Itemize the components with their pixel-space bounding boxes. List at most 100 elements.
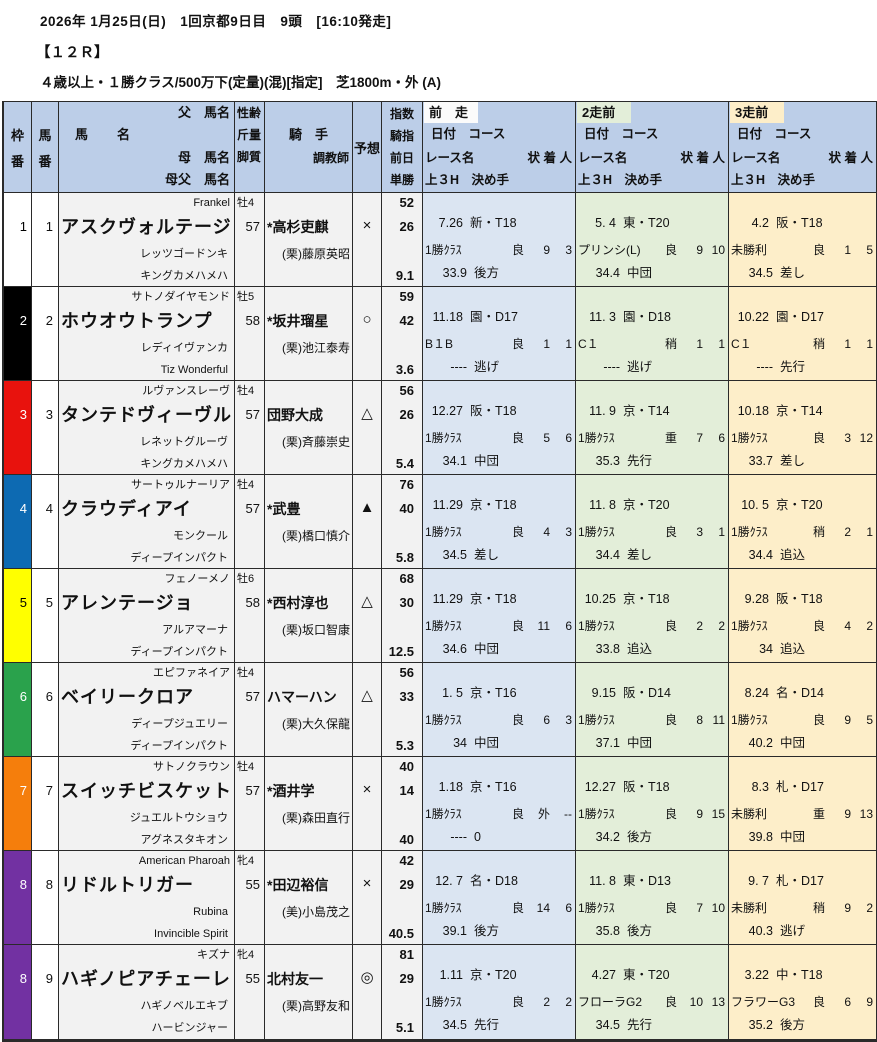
last-3f-time: 40.3 xyxy=(748,924,773,938)
race-date: 8.3 xyxy=(751,780,769,794)
race-card-table: 枠番 馬番 父 馬名 馬 名 母 馬名 母父 馬名 性齢 斤量 脚質 騎 手 調… xyxy=(2,101,877,1042)
track-condition: 良 xyxy=(511,901,524,915)
race-date: 7.26 xyxy=(438,216,463,230)
jockey-trainer-cell: ハマーハン (栗)大久保龍 xyxy=(265,663,353,756)
popularity: 3 xyxy=(565,243,572,257)
horse-number-cell: 1 xyxy=(32,193,59,286)
jockey-name: *高杉吏麒 xyxy=(267,219,329,235)
last-3f-time: 34.2 xyxy=(595,830,620,844)
dam-name: Rubina xyxy=(193,906,228,918)
prev-race-cell: 12.27 阪・T18 1勝ｸﾗｽ 良 5 6 34.1 中団 xyxy=(423,381,576,474)
horse-name: ホウオウトランプ xyxy=(61,311,213,331)
table-row: 3 3 ルヴァンスレーヴ タンテドヴィーヴル レネットグルーヴ キングカメハメハ… xyxy=(4,381,876,475)
frame-number-cell: 4 xyxy=(4,475,32,568)
table-row: 5 5 フェノーメノ アレンテージョ アルアマーナ ディープインパクト 牡6 5… xyxy=(4,569,876,663)
track-condition: 良 xyxy=(664,619,677,633)
race-meta: 2026年 1月25日(日) 1回京都9日目 9頭 [16:10発走] 【１２Ｒ… xyxy=(0,0,877,91)
win-odds: 5.8 xyxy=(395,550,414,565)
two-back-label: 2走前 xyxy=(577,102,631,123)
last-3f-time: 40.2 xyxy=(748,736,773,750)
running-style: 後方 xyxy=(474,266,500,280)
popularity: 2 xyxy=(565,995,572,1009)
damsire-name: ディープインパクト xyxy=(130,740,228,752)
prediction-mark: × xyxy=(362,781,372,798)
race-course: 名・D14 xyxy=(776,686,824,700)
finish-position: 6 xyxy=(543,713,550,727)
sire-name: サトノダイヤモンド xyxy=(131,291,230,303)
popularity: 1 xyxy=(565,337,572,351)
two-back-race-cell: 10.25 京・T18 1勝ｸﾗｽ 良 2 2 33.8 追込 xyxy=(576,569,729,662)
prediction-mark-cell: × xyxy=(353,757,382,850)
race-course: 京・T16 xyxy=(470,686,517,700)
damsire-name: Invincible Spirit xyxy=(154,928,228,940)
win-odds: 40.5 xyxy=(388,926,414,941)
track-condition: 良 xyxy=(812,243,825,257)
race-course: 京・T18 xyxy=(623,592,670,606)
trainer-name: (栗)斉藤崇史 xyxy=(282,435,350,449)
index-cell: 40 14 40 xyxy=(382,757,423,850)
finish-position: 5 xyxy=(543,431,550,445)
sexage-weight-cell: 牡4 57 xyxy=(235,663,265,756)
track-condition: 稍 xyxy=(812,337,825,351)
race-course: 新・T18 xyxy=(470,216,517,230)
running-style: 追込 xyxy=(780,642,806,656)
prediction-mark-cell: × xyxy=(353,851,382,944)
popularity: 2 xyxy=(866,619,873,633)
three-back-col-header: 3走前 日付 コース レース名状 着 人 上３H 決め手 xyxy=(729,102,876,192)
finish-position: 2 xyxy=(844,525,851,539)
dam-name: レディイヴァンカ xyxy=(140,342,228,354)
popularity: 3 xyxy=(565,713,572,727)
track-condition: 良 xyxy=(511,713,524,727)
race-name: フローラG2 xyxy=(578,995,643,1009)
running-style: 後方 xyxy=(627,924,653,938)
popularity: 13 xyxy=(711,995,725,1009)
finish-position: 9 xyxy=(844,807,851,821)
race-name: 1勝ｸﾗｽ xyxy=(578,807,615,821)
last-3f-time: 39.1 xyxy=(442,924,467,938)
running-style: 後方 xyxy=(780,1018,806,1032)
table-header-row: 枠番 馬番 父 馬名 馬 名 母 馬名 母父 馬名 性齢 斤量 脚質 騎 手 調… xyxy=(4,102,876,193)
race-name: 1勝ｸﾗｽ xyxy=(731,431,768,445)
frame-number-cell: 8 xyxy=(4,851,32,944)
last-3f-time: 35.3 xyxy=(595,454,620,468)
jockey-trainer-cell: *高杉吏麒 (栗)藤原英昭 xyxy=(265,193,353,286)
sire-name: Frankel xyxy=(193,197,230,209)
sexage-weight-cell: 牡5 58 xyxy=(235,287,265,380)
sire-name: フェノーメノ xyxy=(164,573,230,585)
race-course: 中・T18 xyxy=(776,968,823,982)
jockey-index-value: 40 xyxy=(399,501,414,516)
sexage-weight-cell: 牝4 55 xyxy=(235,945,265,1039)
running-style: 差し xyxy=(780,266,806,280)
finish-position: 8 xyxy=(696,713,703,727)
race-date: 10.22 xyxy=(737,310,769,324)
win-odds: 9.1 xyxy=(395,268,414,283)
index-col-header: 指数 騎指 前日 単勝 xyxy=(382,102,423,192)
race-date: 12.27 xyxy=(584,780,616,794)
running-style: 中団 xyxy=(474,642,500,656)
popularity: 6 xyxy=(718,431,725,445)
jockey-name: *酒井学 xyxy=(267,783,315,799)
prediction-mark: ○ xyxy=(362,311,372,328)
race-course: 京・T18 xyxy=(470,592,517,606)
last-3f-time: 34.4 xyxy=(748,548,773,562)
race-course: 札・D17 xyxy=(776,780,824,794)
track-condition: 良 xyxy=(664,807,677,821)
carried-weight: 57 xyxy=(245,783,260,798)
race-name: 1勝ｸﾗｽ xyxy=(425,243,462,257)
race-name: 未勝利 xyxy=(731,243,768,257)
race-date: 1.18 xyxy=(438,780,463,794)
last-3f-time: ---- xyxy=(450,830,467,844)
carried-weight: 55 xyxy=(245,877,260,892)
race-date: 10.25 xyxy=(584,592,616,606)
carried-weight: 58 xyxy=(245,313,260,328)
jockey-trainer-cell: *西村淳也 (栗)坂口智康 xyxy=(265,569,353,662)
popularity: -- xyxy=(564,807,572,821)
carried-weight: 57 xyxy=(245,219,260,234)
jockey-trainer-cell: 北村友一 (栗)高野友和 xyxy=(265,945,353,1039)
prediction-mark-cell: △ xyxy=(353,381,382,474)
popularity: 10 xyxy=(711,243,725,257)
race-name: 未勝利 xyxy=(731,901,768,915)
sire-col-header: 父 馬名 xyxy=(177,105,230,120)
track-condition: 良 xyxy=(511,619,524,633)
race-date: 4.27 xyxy=(591,968,616,982)
